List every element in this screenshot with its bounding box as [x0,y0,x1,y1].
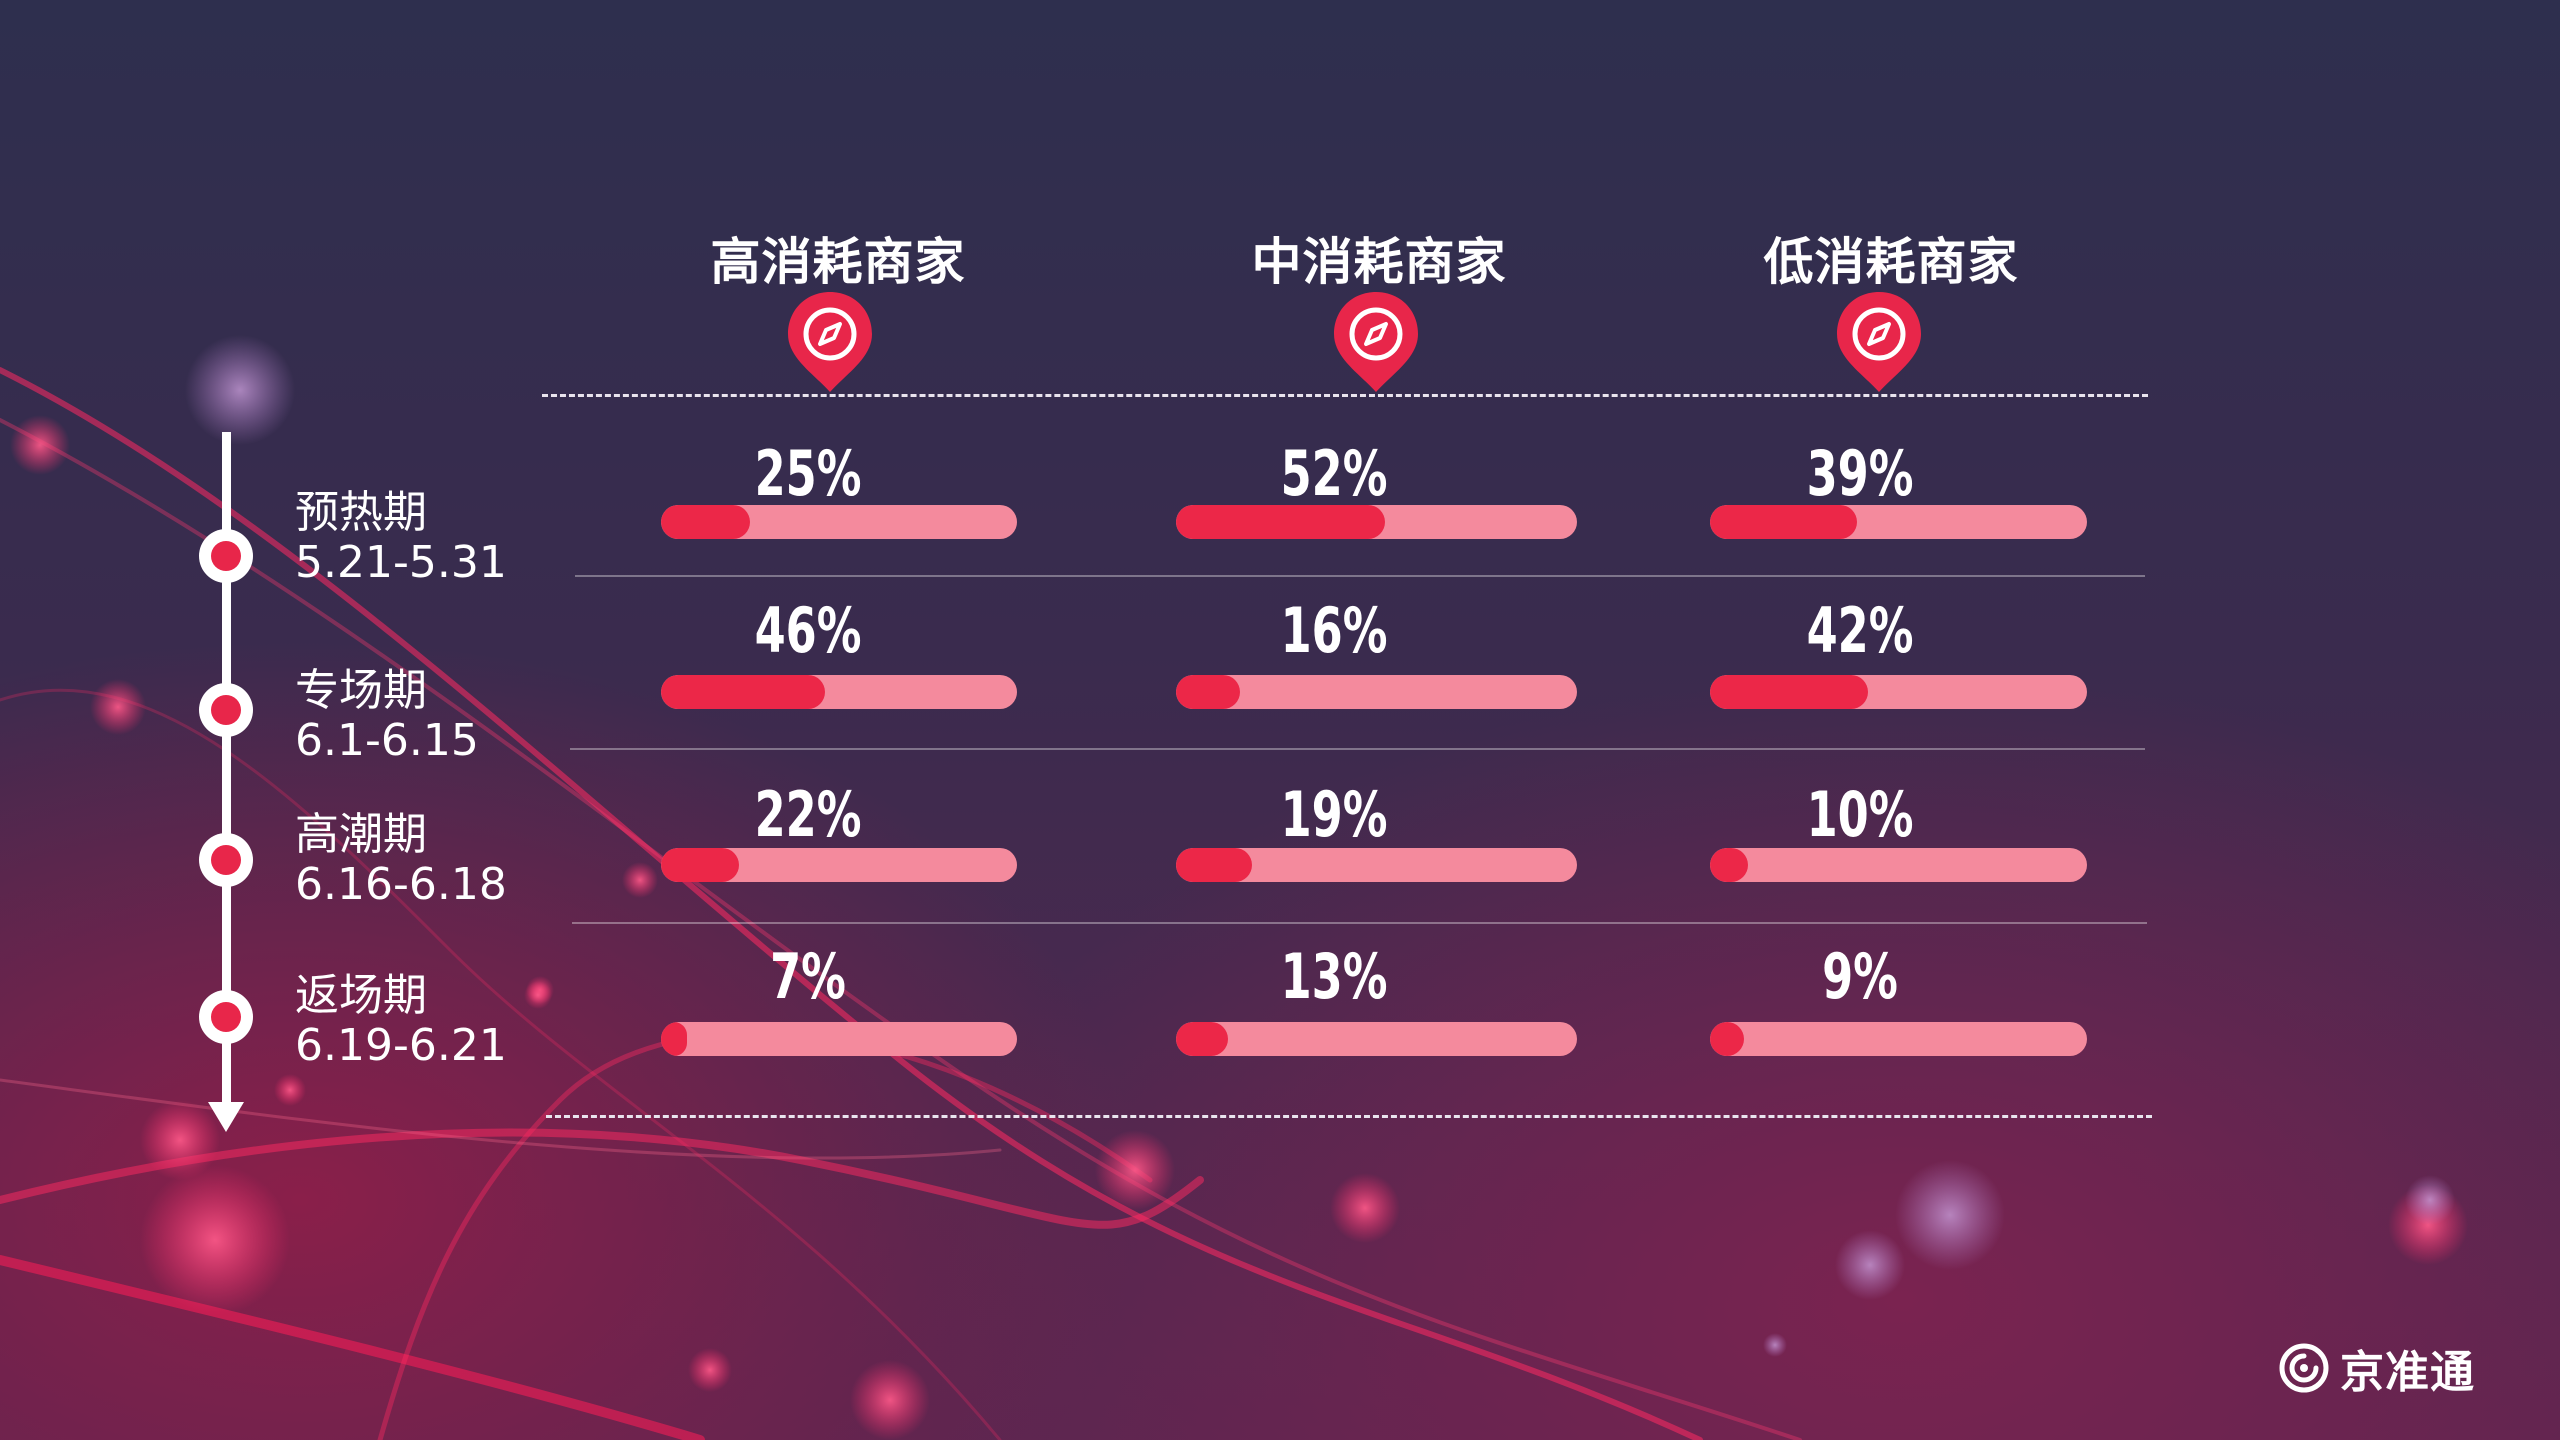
bar-track [1176,1022,1577,1056]
phase-name: 高潮期 [295,809,427,860]
column-title-low: 低消耗商家 [1763,233,2019,291]
timeline-axis [222,432,231,1112]
bar-value-label: 16% [1280,594,1388,667]
bar-track [661,505,1017,539]
bar-fill [1710,1022,1744,1056]
phase-dates: 6.19-6.21 [295,1020,507,1071]
column-title-mid: 中消耗商家 [1251,233,1507,291]
bar-track [661,1022,1017,1056]
compass-pin-icon [788,292,872,392]
phase-name: 预热期 [295,487,427,538]
jzt-logo-icon [2279,1343,2329,1393]
bottom-dashed-divider [546,1115,2152,1118]
bar-value-label: 39% [1806,437,1914,510]
brand-name: 京准通 [2340,1347,2475,1398]
timeline-node [199,683,253,737]
phase-label: 高潮期 6.16-6.18 [295,810,507,910]
phase-label: 预热期 5.21-5.31 [295,488,507,588]
bar-value-label: 42% [1806,594,1914,667]
bar-value-label: 22% [754,778,862,851]
timeline-arrow-icon [208,1102,244,1132]
bar-fill [1176,505,1385,539]
phase-name: 返场期 [295,970,427,1021]
top-dashed-divider [542,394,2148,397]
timeline-node [199,990,253,1044]
compass-pin-icon [1837,292,1921,392]
row-separator [572,922,2147,924]
phase-label: 专场期 6.1-6.15 [295,666,479,766]
bar-track [1710,848,2087,882]
phase-dates: 6.1-6.15 [295,715,479,766]
bar-track [1710,505,2087,539]
bar-fill [661,675,825,709]
bar-track [661,848,1017,882]
bar-value-label: 19% [1280,778,1388,851]
bar-fill [1710,848,1748,882]
bar-track [661,675,1017,709]
bar-value-label: 25% [754,437,862,510]
timeline-node [199,529,253,583]
phase-label: 返场期 6.19-6.21 [295,971,507,1071]
compass-pin-icon [1334,292,1418,392]
bar-value-label: 52% [1280,437,1388,510]
bar-value-label: 10% [1806,778,1914,851]
bar-fill [1710,505,1857,539]
phase-name: 专场期 [295,665,427,716]
bar-value-label: 7% [770,940,846,1013]
bar-value-label: 9% [1822,940,1898,1013]
bar-fill [1176,848,1252,882]
row-separator [575,575,2145,577]
bar-fill [1176,675,1240,709]
bar-track [1176,675,1577,709]
bar-value-label: 46% [754,594,862,667]
phase-dates: 5.21-5.31 [295,537,507,588]
bar-track [1710,675,2087,709]
phase-dates: 6.16-6.18 [295,859,507,910]
bar-track [1176,848,1577,882]
column-title-high: 高消耗商家 [710,233,966,291]
bar-fill [661,505,750,539]
row-separator [570,748,2145,750]
bar-fill [1176,1022,1228,1056]
timeline-node [199,833,253,887]
bar-value-label: 13% [1280,940,1388,1013]
bar-track [1710,1022,2087,1056]
bar-fill [661,1022,687,1056]
bar-fill [661,848,739,882]
bar-track [1176,505,1577,539]
bar-fill [1710,675,1868,709]
brand-logo: 京准通 [2278,1338,2475,1398]
